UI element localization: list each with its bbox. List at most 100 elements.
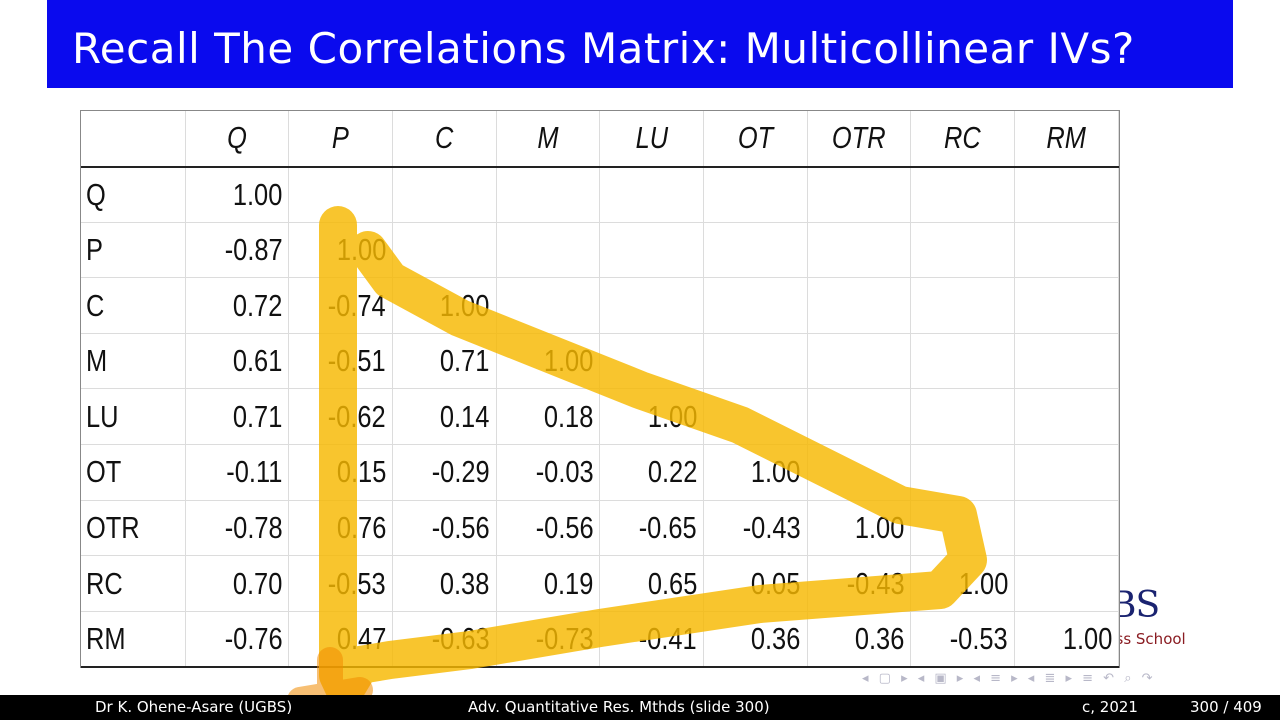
table-cell: 0.22: [599, 444, 705, 501]
table-cell: 0.71: [392, 333, 497, 390]
column-header: M: [496, 111, 601, 168]
column-header: Q: [185, 111, 290, 168]
header-corner: [81, 111, 186, 168]
row-label: C: [81, 277, 186, 334]
table-cell: [703, 166, 808, 223]
table-cell: -0.74: [288, 277, 393, 334]
column-header: C: [392, 111, 497, 168]
title-bar: Recall The Correlations Matrix: Multicol…: [47, 0, 1233, 88]
table-cell: [703, 277, 808, 334]
table-cell: [1014, 333, 1119, 390]
table-cell: [910, 500, 1016, 557]
column-header: P: [288, 111, 393, 168]
table-cell: 0.38: [392, 555, 497, 612]
correlation-table: Q P C M LU OT OTR RC RM Q 1.00 P -0.87 1.00 C 0.72 -0.7…: [81, 111, 1119, 668]
table-cell: 0.36: [807, 611, 912, 668]
beamer-navigation-icons[interactable]: ◂ ▢ ▸ ◂ ▣ ▸ ◂ ≡ ▸ ◂ ≣ ▸ ≡ ↶ ⌕ ↷: [862, 671, 1156, 686]
table-cell: [910, 166, 1016, 223]
table-cell: -0.53: [288, 555, 393, 612]
table-row: P -0.87 1.00: [81, 222, 1119, 279]
table-row: Q 1.00: [81, 166, 1119, 223]
table-cell: -0.78: [185, 500, 290, 557]
table-cell: [910, 444, 1016, 501]
slide-title: Recall The Correlations Matrix: Multicol…: [72, 24, 1135, 73]
table-cell: [807, 388, 912, 446]
footer-bar: Dr K. Ohene-Asare (UGBS) Adv. Quantitati…: [0, 695, 1280, 720]
table-cell: 1.00: [599, 388, 705, 446]
table-cell: [1014, 222, 1119, 279]
table-cell: -0.11: [185, 444, 290, 501]
table-cell: [496, 166, 601, 223]
table-cell: 1.00: [1014, 611, 1119, 668]
footer-page-number: 300 / 409: [1190, 698, 1262, 716]
table-cell: [1014, 388, 1119, 446]
row-label: OTR: [81, 500, 186, 557]
table-cell: -0.51: [288, 333, 393, 390]
table-cell: 1.00: [392, 277, 497, 334]
table-cell: -0.53: [910, 611, 1016, 668]
table-cell: [807, 333, 912, 390]
column-header: LU: [599, 111, 705, 168]
table-cell: [703, 222, 808, 279]
row-label: RM: [81, 611, 186, 668]
table-row: OTR -0.78 0.76 -0.56 -0.56 -0.65 -0.43 1.00: [81, 500, 1119, 557]
table-cell: [703, 388, 808, 446]
table-cell: -0.65: [599, 500, 705, 557]
table-cell: [496, 277, 601, 334]
column-header-row: Q P C M LU OT OTR RC RM: [81, 111, 1119, 168]
column-header: RC: [910, 111, 1016, 168]
table-cell: [910, 222, 1016, 279]
row-label: P: [81, 222, 186, 279]
table-cell: -0.73: [496, 611, 601, 668]
table-cell: 0.14: [392, 388, 497, 446]
table-cell: [703, 333, 808, 390]
table-cell: 1.00: [185, 166, 290, 223]
table-cell: 1.00: [288, 222, 393, 279]
table-row: M 0.61 -0.51 0.71 1.00: [81, 333, 1119, 390]
table-cell: 1.00: [807, 500, 912, 557]
footer-year: c, 2021: [1082, 698, 1138, 716]
table-cell: [599, 166, 705, 223]
table-cell: [807, 166, 912, 223]
table-cell: 0.65: [599, 555, 705, 612]
table-cell: [910, 333, 1016, 390]
table-cell: [807, 222, 912, 279]
table-cell: 1.00: [703, 444, 808, 501]
table-cell: -0.62: [288, 388, 393, 446]
table-cell: 0.70: [185, 555, 290, 612]
table-cell: [392, 166, 497, 223]
table-cell: 1.00: [910, 555, 1016, 612]
table-cell: 0.47: [288, 611, 393, 668]
column-header: RM: [1014, 111, 1119, 168]
table-cell: [288, 166, 393, 223]
table-cell: 1.00: [496, 333, 601, 390]
row-label: OT: [81, 444, 186, 501]
table-row: C 0.72 -0.74 1.00: [81, 277, 1119, 334]
table-cell: -0.41: [599, 611, 705, 668]
ugbs-logo-subtitle: Business School: [1110, 630, 1186, 648]
table-row: RC 0.70 -0.53 0.38 0.19 0.65 0.05 -0.43 1.00: [81, 555, 1119, 612]
table-cell: [599, 277, 705, 334]
table-cell: 0.61: [185, 333, 290, 390]
table-cell: -0.43: [703, 500, 808, 557]
table-cell: [599, 222, 705, 279]
table-cell: 0.18: [496, 388, 601, 446]
table-cell: -0.87: [185, 222, 290, 279]
row-label: M: [81, 333, 186, 390]
table-cell: [1014, 277, 1119, 334]
table-row: LU 0.71 -0.62 0.14 0.18 1.00: [81, 388, 1119, 446]
table-cell: -0.43: [807, 555, 912, 612]
table-cell: -0.76: [185, 611, 290, 668]
table-cell: [496, 222, 601, 279]
table-cell: -0.56: [392, 500, 497, 557]
footer-author: Dr K. Ohene-Asare (UGBS): [95, 698, 293, 716]
table-cell: -0.03: [496, 444, 601, 501]
table-cell: [1014, 500, 1119, 557]
table-row: OT -0.11 0.15 -0.29 -0.03 0.22 1.00: [81, 444, 1119, 501]
table-cell: -0.29: [392, 444, 497, 501]
footer-course: Adv. Quantitative Res. Mthds (slide 300): [468, 698, 770, 716]
column-header: OTR: [807, 111, 912, 168]
row-label: LU: [81, 388, 186, 446]
table-cell: [1014, 444, 1119, 501]
table-cell: [910, 388, 1016, 446]
